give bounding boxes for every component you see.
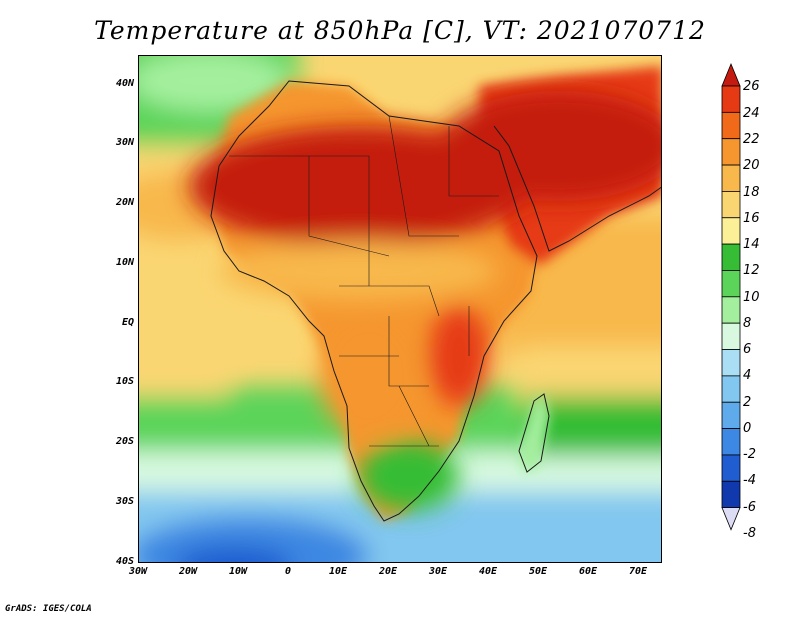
coastline-arabia (493, 125, 661, 252)
colorbar-label-m8: -8 (743, 526, 756, 541)
x-tick-40e: 40E (478, 566, 498, 577)
field-arabia-hot (439, 91, 661, 201)
x-tick-50e: 50E (528, 566, 548, 577)
colorbar-segment (721, 322, 741, 350)
y-tick-20n: 20N (115, 197, 134, 208)
x-tick-10e: 10E (328, 566, 348, 577)
y-tick-40n: 40N (115, 78, 134, 89)
colorbar-segment (721, 349, 741, 377)
colorbar-segment (721, 270, 741, 298)
borders-africa (229, 115, 499, 447)
colorbar-label-8: 8 (743, 316, 752, 331)
colorbar-segment (721, 375, 741, 403)
y-tick-eq: EQ (121, 317, 134, 328)
colorbar-arrow-top (721, 62, 741, 87)
colorbar-label-4: 4 (743, 368, 752, 383)
colorbar-label-6: 6 (743, 342, 752, 357)
temperature-map (138, 55, 662, 563)
y-tick-40s: 40S (115, 556, 134, 567)
colorbar-label-2: 2 (743, 395, 752, 410)
colorbar-segment (721, 428, 741, 456)
chart-title: Temperature at 850hPa [C], VT: 202107071… (94, 16, 706, 45)
field-east-hot (429, 306, 489, 406)
x-tick-60e: 60E (578, 566, 598, 577)
field-south-africa (359, 441, 459, 511)
y-tick-20s: 20S (115, 436, 134, 447)
colorbar-label-10: 10 (743, 290, 760, 305)
colorbar-label-18: 18 (743, 185, 760, 200)
colorbar-segment (721, 191, 741, 219)
colorbar-segment (721, 454, 741, 482)
colorbar-label-m2: -2 (743, 447, 756, 462)
y-tick-30s: 30S (115, 496, 134, 507)
footer-credit: GrADS: IGES/COLA (5, 604, 92, 614)
land-madagascar (519, 394, 549, 474)
field-nw-pale (139, 56, 289, 111)
field-congo (319, 316, 419, 436)
colorbar (721, 62, 741, 531)
y-tick-30n: 30N (115, 137, 134, 148)
x-tick-20w: 20W (178, 566, 198, 577)
colorbar-segment (721, 217, 741, 245)
colorbar-segment (721, 85, 741, 113)
colorbar-label-14: 14 (743, 237, 760, 252)
colorbar-label-24: 24 (743, 106, 760, 121)
x-tick-70e: 70E (628, 566, 648, 577)
x-tick-30e: 30E (428, 566, 448, 577)
colorbar-label-20: 20 (743, 158, 760, 173)
x-tick-0: 0 (284, 566, 292, 577)
colorbar-label-22: 22 (743, 132, 760, 147)
colorbar-label-12: 12 (743, 263, 760, 278)
colorbar-label-26: 26 (743, 79, 760, 94)
colorbar-segment (721, 401, 741, 429)
colorbar-label-m6: -6 (743, 500, 756, 515)
colorbar-segment (721, 111, 741, 140)
field-south-deeper (175, 546, 293, 562)
colorbar-segment (721, 138, 741, 166)
colorbar-segment (721, 296, 741, 324)
x-tick-10w: 10W (228, 566, 248, 577)
coastline-africa (210, 80, 538, 522)
x-tick-30w: 30W (128, 566, 148, 577)
colorbar-segment (721, 164, 741, 192)
x-tick-20e: 20E (378, 566, 398, 577)
y-tick-10n: 10N (115, 257, 134, 268)
colorbar-segment (721, 243, 741, 271)
colorbar-label-16: 16 (743, 211, 760, 226)
coastline-madagascar (518, 393, 550, 473)
colorbar-segment (721, 480, 741, 509)
y-tick-10s: 10S (115, 376, 134, 387)
field-sahel (219, 241, 499, 301)
colorbar-label-0: 0 (743, 421, 752, 436)
colorbar-arrow-bottom (721, 507, 741, 531)
field-io-green (529, 396, 661, 456)
colorbar-label-m4: -4 (743, 473, 756, 488)
